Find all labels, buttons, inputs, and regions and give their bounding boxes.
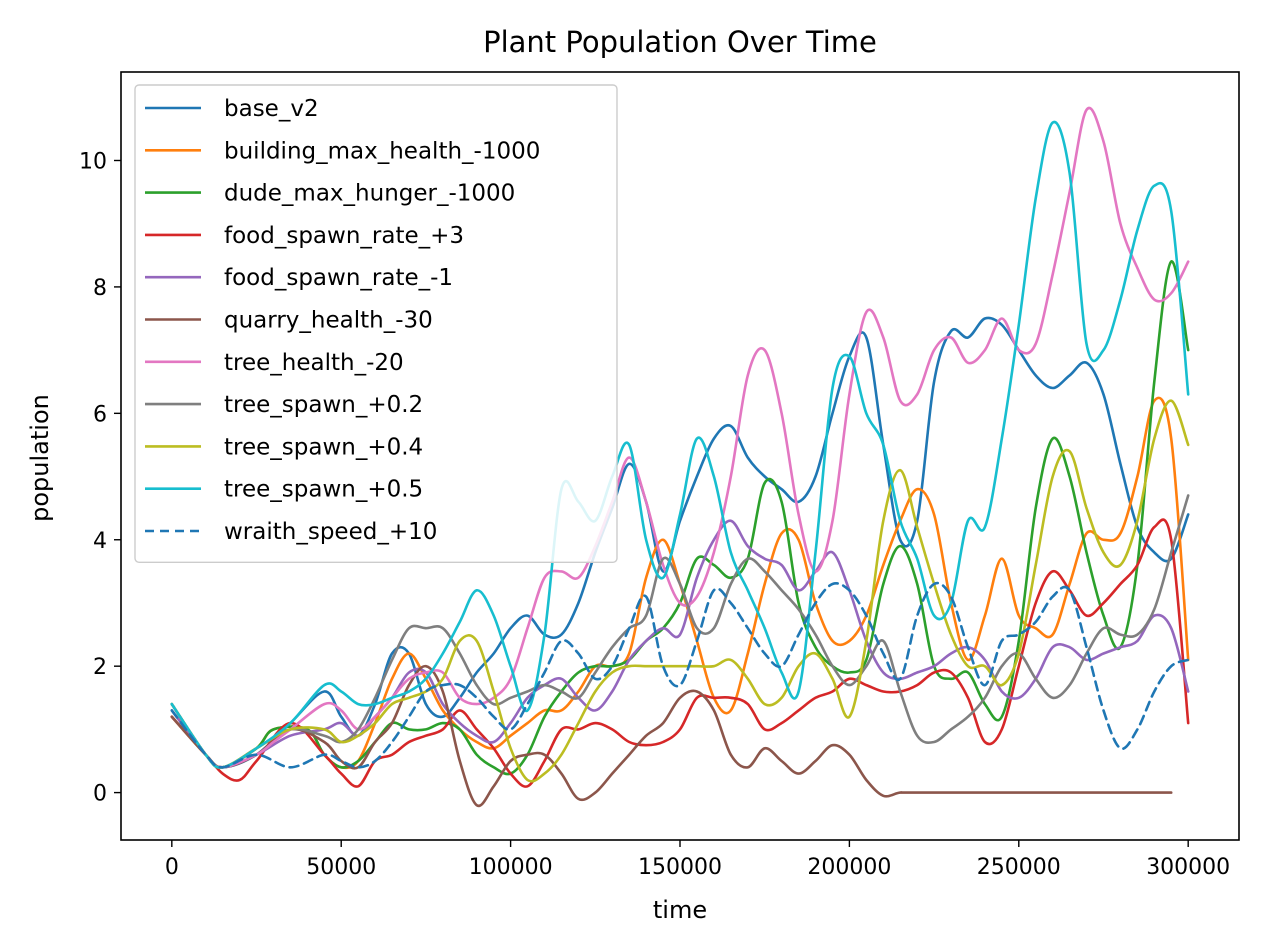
x-axis-label: time (653, 896, 707, 924)
y-tick-label: 8 (93, 276, 107, 301)
y-tick-label: 4 (93, 529, 107, 554)
x-tick-label: 0 (165, 855, 179, 880)
legend-entry-label: food_spawn_rate_-1 (224, 265, 453, 291)
x-tick-label: 250000 (977, 855, 1061, 880)
x-tick-label: 100000 (469, 855, 553, 880)
legend-entry-label: wraith_speed_+10 (224, 519, 437, 545)
series-line-tree_spawn_+0.2 (170, 494, 1190, 769)
y-axis-ticks: 0 2 4 6 8 10 (79, 149, 121, 807)
legend-box (134, 84, 618, 563)
legend-entry-label: dude_max_hunger_-1000 (224, 181, 515, 207)
legend-entry-label: building_max_health_-1000 (224, 138, 540, 164)
x-tick-label: 50000 (306, 855, 376, 880)
legend-entry-label: tree_spawn_+0.4 (224, 434, 423, 460)
y-tick-label: 6 (93, 402, 107, 427)
x-tick-label: 300000 (1146, 855, 1230, 880)
series-line-tree_spawn_+0.5 (170, 120, 1190, 769)
legend-entry-label: tree_health_-20 (224, 350, 404, 376)
series-line-wraith_speed_+10 (170, 581, 1190, 769)
x-tick-label: 150000 (638, 855, 722, 880)
legend-entry-label: tree_spawn_+0.2 (224, 392, 423, 418)
y-tick-label: 0 (93, 782, 107, 807)
y-axis-label: population (26, 394, 54, 522)
series-layer (170, 106, 1190, 808)
series-line-tree_spawn_+0.4 (170, 399, 1190, 783)
y-tick-label: 10 (79, 149, 107, 174)
series-line-food_spawn_rate_+3 (170, 518, 1190, 788)
y-tick-label: 2 (93, 655, 107, 680)
chart-title: Plant Population Over Time (483, 25, 877, 59)
legend-entry-label: food_spawn_rate_+3 (224, 223, 464, 249)
x-axis-ticks: 0 50000 100000 150000 200000 250000 300000 (165, 840, 1230, 880)
legend-entry-label: tree_spawn_+0.5 (224, 477, 423, 503)
legend-entry-label: quarry_health_-30 (224, 308, 433, 334)
legend: base_v2 building_max_health_-1000 dude_max… (134, 84, 618, 563)
series-line-base_v2 (170, 316, 1190, 769)
x-tick-label: 200000 (807, 855, 891, 880)
legend-entry-label: base_v2 (224, 96, 319, 122)
